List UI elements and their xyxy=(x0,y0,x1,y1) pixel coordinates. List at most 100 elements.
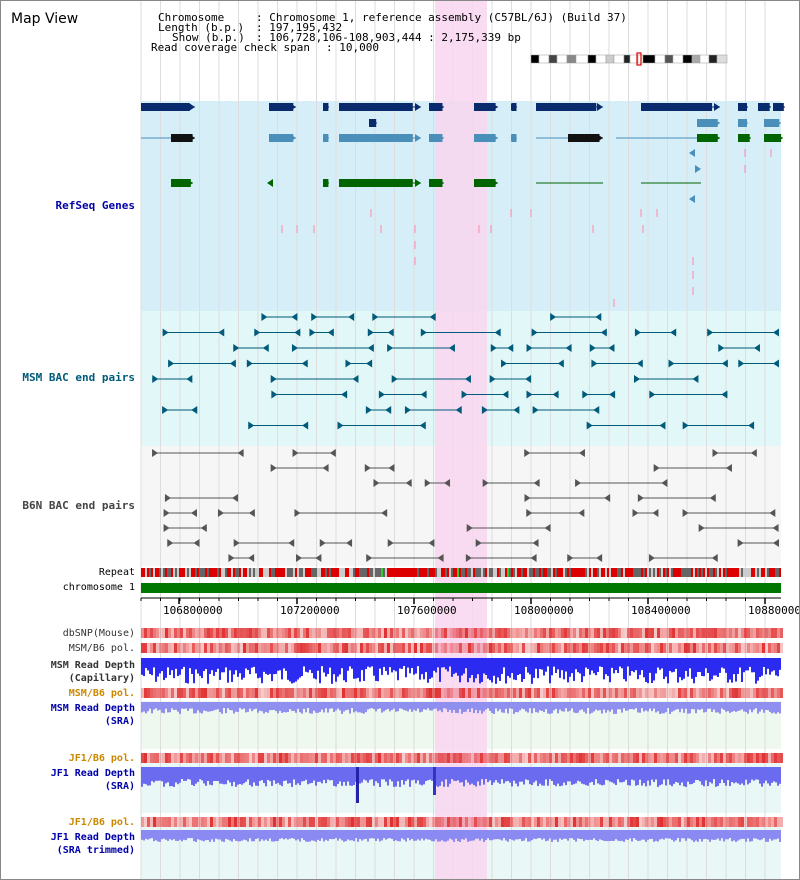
gene-exon[interactable] xyxy=(738,134,750,142)
bac-end-marker[interactable] xyxy=(659,421,666,430)
bac-end-marker[interactable] xyxy=(653,464,660,472)
bac-end-marker[interactable] xyxy=(773,328,779,337)
bac-end-marker[interactable] xyxy=(513,406,520,414)
gene-arrow[interactable] xyxy=(492,103,498,111)
bac-end-marker[interactable] xyxy=(367,328,374,337)
gene-arrow[interactable] xyxy=(714,103,720,111)
bac-end-marker[interactable] xyxy=(636,359,643,368)
bac-end-marker[interactable] xyxy=(448,344,455,352)
gene-arrow[interactable] xyxy=(189,134,195,142)
chromosome-bar[interactable] xyxy=(141,583,781,593)
gene-arrow[interactable] xyxy=(415,134,421,142)
msm-pol-track-label[interactable]: MSM/B6 pol. xyxy=(1,642,135,655)
bac-end-marker[interactable] xyxy=(552,390,559,399)
bac-end-marker[interactable] xyxy=(711,554,718,562)
bac-end-marker[interactable] xyxy=(637,494,644,502)
bac-end-marker[interactable] xyxy=(385,406,392,414)
bac-end-marker[interactable] xyxy=(582,390,589,399)
gene-arrow[interactable] xyxy=(189,103,195,111)
bac-end-marker[interactable] xyxy=(772,524,779,532)
gene-exon[interactable] xyxy=(474,103,496,111)
msm-bac-track-label[interactable]: MSM BAC end pairs xyxy=(1,371,135,384)
bac-end-marker[interactable] xyxy=(291,313,298,321)
bac-end-marker[interactable] xyxy=(526,344,533,352)
bac-end-marker[interactable] xyxy=(348,313,355,321)
bac-end-marker[interactable] xyxy=(337,421,344,430)
bac-end-marker[interactable] xyxy=(633,375,640,383)
bac-end-marker[interactable] xyxy=(346,539,353,547)
gene-exon[interactable] xyxy=(697,119,718,127)
bac-end-marker[interactable] xyxy=(707,328,714,337)
bac-end-marker[interactable] xyxy=(315,554,322,562)
ideogram-position-marker[interactable] xyxy=(636,52,642,66)
bac-end-marker[interactable] xyxy=(502,390,509,399)
bac-end-marker[interactable] xyxy=(218,328,225,337)
bac-end-marker[interactable] xyxy=(387,328,394,337)
gene-exon[interactable] xyxy=(269,134,294,142)
bac-end-marker[interactable] xyxy=(524,494,531,502)
bac-end-marker[interactable] xyxy=(526,509,533,517)
bac-end-marker[interactable] xyxy=(668,359,675,368)
bac-end-marker[interactable] xyxy=(388,464,395,472)
gene-arrow[interactable] xyxy=(597,103,603,111)
bac-end-marker[interactable] xyxy=(475,539,482,547)
bac-end-marker[interactable] xyxy=(292,449,299,457)
dbsnp-track-label[interactable]: dbSNP(Mouse) xyxy=(1,627,135,640)
gene-exon[interactable] xyxy=(773,103,784,111)
gene-arrow[interactable] xyxy=(492,134,498,142)
bac-end-marker[interactable] xyxy=(162,406,169,414)
bac-end-marker[interactable] xyxy=(341,390,348,399)
bac-end-marker[interactable] xyxy=(191,406,198,414)
bac-end-marker[interactable] xyxy=(420,328,427,337)
bac-end-marker[interactable] xyxy=(270,375,277,383)
bac-end-marker[interactable] xyxy=(162,328,169,337)
gene-exon[interactable] xyxy=(641,103,713,111)
gene-arrow[interactable] xyxy=(775,119,781,127)
bac-end-marker[interactable] xyxy=(152,449,159,457)
gene-exon[interactable] xyxy=(141,103,190,111)
bac-end-marker[interactable] xyxy=(531,328,538,337)
bac-end-marker[interactable] xyxy=(578,509,585,517)
bac-end-marker[interactable] xyxy=(738,359,745,368)
bac-end-marker[interactable] xyxy=(524,449,531,457)
gene-arrow[interactable] xyxy=(689,195,695,203)
bac-end-marker[interactable] xyxy=(578,449,585,457)
bac-end-marker[interactable] xyxy=(465,554,472,562)
bac-end-marker[interactable] xyxy=(709,494,716,502)
bac-end-marker[interactable] xyxy=(217,509,224,517)
bac-end-marker[interactable] xyxy=(233,344,240,352)
bac-end-marker[interactable] xyxy=(163,524,170,532)
bac-end-marker[interactable] xyxy=(164,494,171,502)
bac-end-marker[interactable] xyxy=(302,421,309,430)
bac-end-marker[interactable] xyxy=(595,313,602,321)
gene-arrow[interactable] xyxy=(415,103,421,111)
bac-end-marker[interactable] xyxy=(501,359,508,368)
gene-arrow[interactable] xyxy=(742,103,748,111)
bac-end-marker[interactable] xyxy=(311,313,318,321)
gene-exon[interactable] xyxy=(764,134,782,142)
bac-end-marker[interactable] xyxy=(604,494,611,502)
bac-end-marker[interactable] xyxy=(254,328,261,337)
gene-arrow[interactable] xyxy=(438,134,444,142)
bac-end-marker[interactable] xyxy=(544,524,551,532)
bac-end-marker[interactable] xyxy=(648,554,655,562)
gene-arrow[interactable] xyxy=(777,134,783,142)
bac-end-marker[interactable] xyxy=(419,421,426,430)
gene-arrow[interactable] xyxy=(742,119,748,127)
bac-end-marker[interactable] xyxy=(322,464,329,472)
bac-end-marker[interactable] xyxy=(345,359,352,368)
bac-end-marker[interactable] xyxy=(721,390,728,399)
b6n-bac-track-label[interactable]: B6N BAC end pairs xyxy=(1,499,135,512)
bac-end-marker[interactable] xyxy=(352,375,359,383)
bac-end-marker[interactable] xyxy=(455,406,462,414)
jf1-pol-trimmed-label[interactable]: JF1/B6 pol. xyxy=(1,816,135,829)
bac-end-marker[interactable] xyxy=(494,328,501,337)
bac-end-marker[interactable] xyxy=(232,494,239,502)
bac-end-marker[interactable] xyxy=(490,344,497,352)
bac-end-marker[interactable] xyxy=(190,509,197,517)
bac-end-marker[interactable] xyxy=(373,479,380,487)
bac-end-marker[interactable] xyxy=(270,464,277,472)
bac-end-marker[interactable] xyxy=(748,421,755,430)
bac-end-marker[interactable] xyxy=(586,421,593,430)
gene-arrow[interactable] xyxy=(689,149,695,157)
